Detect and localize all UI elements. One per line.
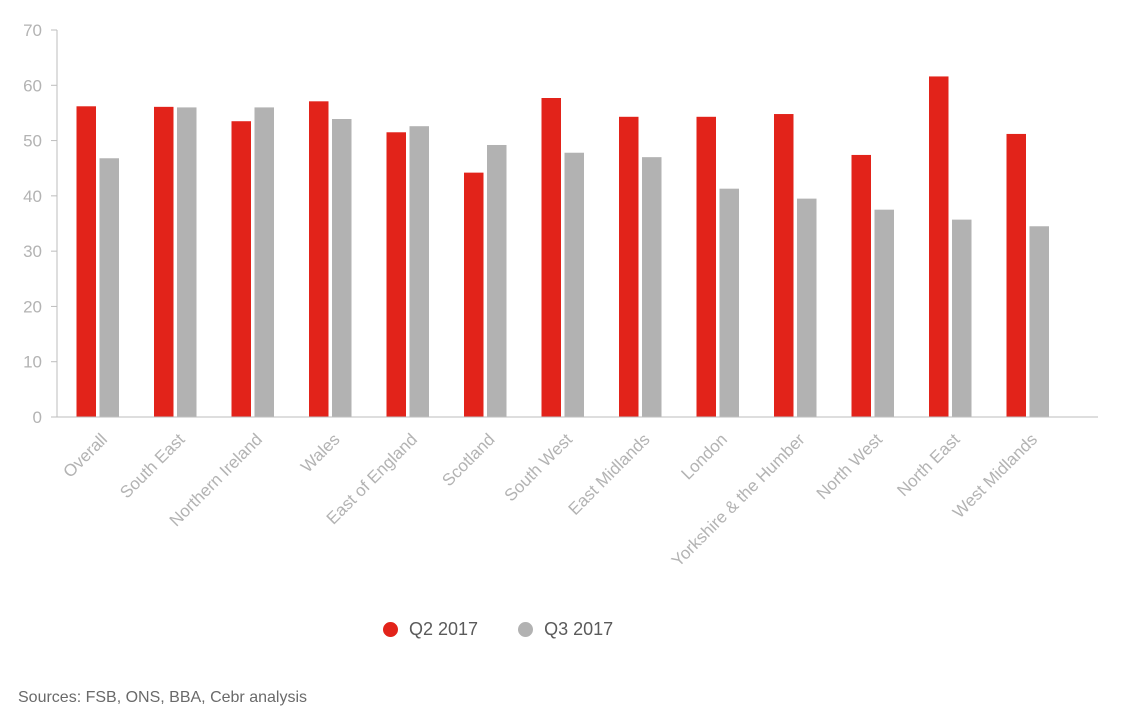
bar-q3 — [254, 107, 274, 418]
bars — [76, 76, 1049, 418]
x-category-label: Wales — [297, 430, 343, 476]
bar-q3 — [642, 157, 662, 417]
legend-item-q3: Q3 2017 — [518, 619, 613, 640]
legend-label-q3: Q3 2017 — [544, 619, 614, 639]
bar-q2 — [386, 132, 406, 417]
x-category-label: South East — [116, 430, 188, 502]
bar-q2 — [929, 76, 949, 417]
legend-label-q2: Q2 2017 — [409, 619, 479, 639]
legend-item-q2: Q2 2017 — [383, 619, 478, 640]
source-note: Sources: FSB, ONS, BBA, Cebr analysis — [18, 689, 307, 706]
bar-q3 — [874, 209, 894, 417]
y-tick-label: 20 — [23, 297, 42, 316]
x-category-label: North West — [813, 430, 887, 504]
bar-q2 — [851, 154, 871, 417]
bar-q2 — [76, 106, 96, 418]
x-category-label: Overall — [60, 430, 112, 482]
bar-q3 — [332, 119, 352, 417]
bar-q3 — [177, 107, 197, 418]
y-axis-ticks: 0 10 20 30 40 50 60 70 — [23, 21, 57, 427]
bar-q2 — [464, 172, 484, 417]
bar-q2 — [1006, 133, 1026, 418]
y-tick-label: 30 — [23, 242, 42, 261]
bar-q2 — [774, 114, 794, 417]
bar-q2 — [231, 121, 251, 417]
x-category-label: South West — [501, 430, 577, 506]
x-category-label: London — [678, 430, 732, 484]
y-tick-label: 50 — [23, 132, 42, 151]
x-category-label: East Midlands — [565, 430, 654, 519]
bar-chart: 0 10 20 30 40 50 60 70 Overall South EastNorther… — [23, 21, 1098, 571]
x-category-label: North East — [893, 430, 963, 500]
legend-swatch-q2 — [383, 622, 398, 637]
y-tick-label: 0 — [33, 408, 42, 427]
bar-q3 — [1029, 226, 1049, 417]
bar-q3 — [409, 126, 429, 417]
y-tick-label: 40 — [23, 187, 42, 206]
x-category-label: Yorkshire & the Humber — [668, 430, 809, 571]
y-tick-label: 70 — [23, 21, 42, 40]
bar-q2 — [309, 101, 329, 417]
bar-q3 — [952, 219, 972, 417]
bar-q3 — [564, 152, 584, 417]
bar-q3 — [719, 188, 739, 417]
bar-q3 — [797, 198, 817, 417]
bar-q3 — [487, 144, 507, 417]
y-tick-label: 60 — [23, 76, 42, 95]
bar-q2 — [619, 116, 639, 417]
y-tick-label: 10 — [23, 353, 42, 372]
bar-q2 — [696, 116, 716, 417]
legend: Q2 2017 Q3 2017 — [383, 619, 653, 640]
bar-q2 — [154, 106, 174, 418]
legend-swatch-q3 — [518, 622, 534, 637]
x-category-label: Scotland — [438, 430, 498, 490]
bar-q3 — [99, 158, 119, 417]
bar-q2 — [541, 98, 561, 417]
